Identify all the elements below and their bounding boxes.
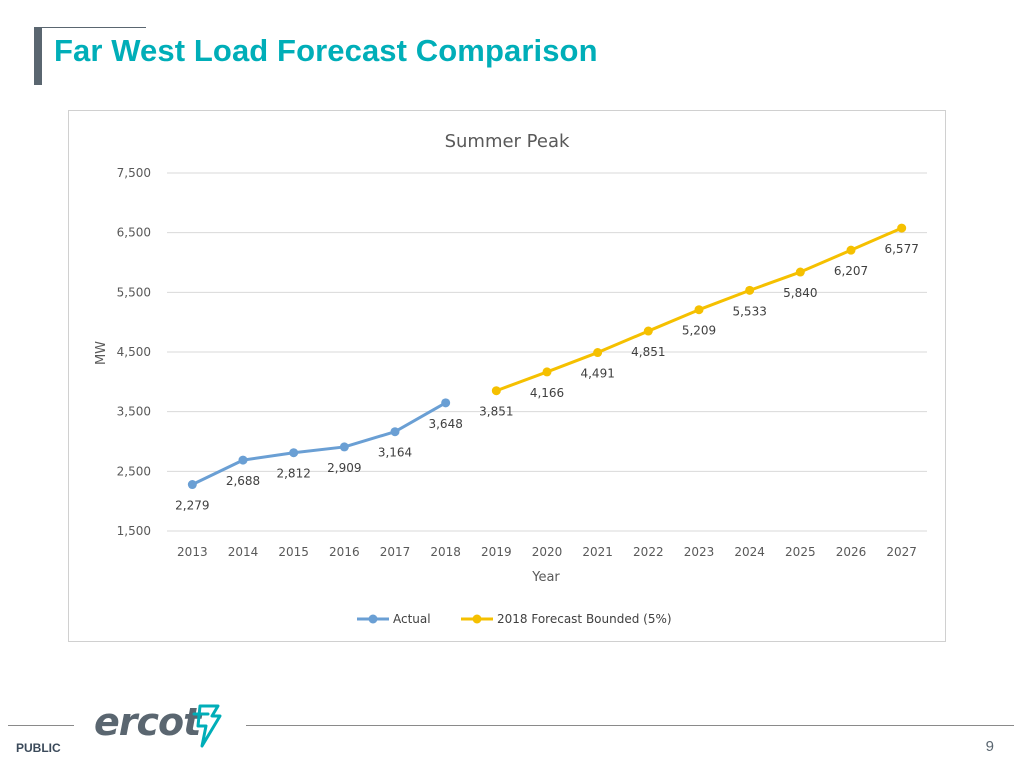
x-tick-label: 2017 (380, 545, 411, 559)
data-point (491, 386, 501, 396)
chart-frame: Summer Peak 1,500 2,500 3,500 4,500 5,500 6,50… (68, 110, 946, 642)
classification-label: PUBLIC (16, 741, 61, 755)
legend-label: Actual (393, 612, 431, 626)
data-point (441, 398, 451, 408)
data-point (187, 480, 197, 490)
y-tick-label: 1,500 (117, 524, 151, 538)
footer-divider-right (246, 725, 1014, 726)
data-label: 4,851 (631, 345, 665, 359)
y-tick-label: 6,500 (117, 226, 151, 240)
data-label: 4,491 (580, 367, 614, 381)
y-tick-label: 2,500 (117, 464, 151, 478)
data-point (897, 223, 907, 233)
y-tick-label: 4,500 (117, 345, 151, 359)
lightning-bolt-icon (192, 704, 222, 748)
data-label: 6,207 (834, 264, 868, 278)
y-axis-title: MW (94, 341, 109, 365)
x-axis-title: Year (531, 570, 560, 585)
data-label: 2,812 (276, 467, 310, 481)
data-point (339, 442, 349, 452)
x-tick-label: 2016 (329, 545, 360, 559)
chart-title: Summer Peak (445, 131, 570, 152)
x-tick-label: 2025 (785, 545, 816, 559)
legend-swatch-marker (368, 614, 378, 624)
slide-title: Far West Load Forecast Comparison (54, 33, 598, 68)
data-point (795, 267, 805, 277)
data-label: 2,909 (327, 461, 361, 475)
x-tick-label: 2021 (582, 545, 613, 559)
data-label: 5,209 (682, 324, 716, 338)
x-tick-label: 2013 (177, 545, 208, 559)
data-point (643, 326, 653, 336)
data-label: 5,533 (732, 304, 766, 318)
series-line-actual (191, 401, 447, 486)
x-tick-label: 2018 (430, 545, 461, 559)
title-accent-bar (34, 27, 42, 85)
data-point (238, 455, 248, 465)
logo-wordmark: ercot (94, 700, 201, 744)
summer-peak-chart: Summer Peak 1,500 2,500 3,500 4,500 5,500 6,50… (94, 131, 927, 626)
data-point (694, 305, 704, 315)
data-point (846, 245, 856, 255)
data-point (593, 348, 603, 358)
x-tick-label: 2024 (734, 545, 765, 559)
data-point (390, 427, 400, 437)
legend-label: 2018 Forecast Bounded (5%) (497, 612, 672, 626)
y-tick-label: 7,500 (117, 166, 151, 180)
x-tick-label: 2020 (532, 545, 563, 559)
data-label: 3,164 (378, 446, 412, 460)
page-number: 9 (985, 738, 994, 755)
data-point (289, 448, 299, 458)
data-label: 2,688 (226, 474, 260, 488)
ercot-logo: ercot (94, 700, 234, 752)
x-tick-label: 2015 (278, 545, 309, 559)
data-label: 5,840 (783, 286, 817, 300)
title-accent-line (42, 27, 146, 28)
x-tick-label: 2014 (228, 545, 259, 559)
data-point (542, 367, 552, 377)
y-tick-label: 5,500 (117, 285, 151, 299)
legend-swatch-marker (472, 614, 482, 624)
x-tick-label: 2026 (836, 545, 867, 559)
footer-divider-left (8, 725, 74, 726)
data-label: 3,648 (428, 417, 462, 431)
x-tick-label: 2022 (633, 545, 664, 559)
data-label: 3,851 (479, 405, 513, 419)
data-point (745, 285, 755, 295)
data-label: 6,577 (884, 242, 918, 256)
x-tick-label: 2027 (886, 545, 917, 559)
data-label: 2,279 (175, 499, 209, 513)
x-tick-label: 2023 (684, 545, 715, 559)
data-label: 4,166 (530, 386, 564, 400)
x-tick-label: 2019 (481, 545, 512, 559)
y-tick-label: 3,500 (117, 405, 151, 419)
